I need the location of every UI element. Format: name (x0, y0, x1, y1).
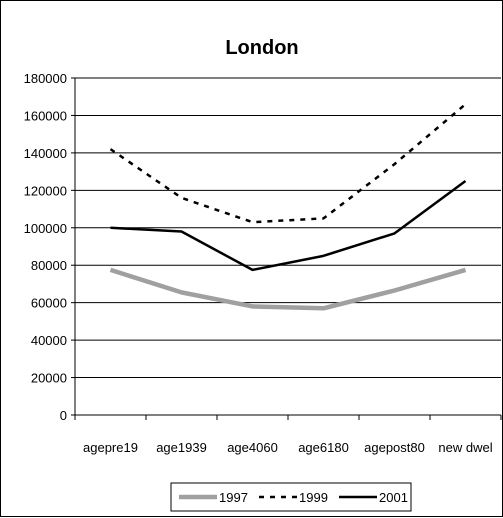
x-tick-label: age1939 (156, 440, 207, 455)
y-tick-label: 180000 (24, 71, 67, 86)
legend-label-2001: 2001 (379, 490, 408, 505)
y-tick-label: 20000 (31, 371, 67, 386)
y-tick-label: 40000 (31, 333, 67, 348)
y-tick-label: 60000 (31, 296, 67, 311)
x-tick-label: age4060 (227, 440, 278, 455)
axes (71, 77, 502, 420)
y-tick-label: 100000 (24, 221, 67, 236)
legend: 1997 1999 2001 (170, 482, 412, 512)
y-tick-label: 160000 (24, 108, 67, 123)
grid-lines (75, 77, 501, 379)
series-line-1999 (109, 103, 467, 224)
chart-title: London (225, 37, 298, 59)
y-tick-label: 0 (60, 408, 67, 423)
series-line-2001 (110, 179, 467, 272)
x-tick-label: age6180 (298, 440, 349, 455)
y-axis-tick-labels: 0 20000 40000 60000 80000 100000 120000 140000 1… (24, 71, 67, 423)
y-tick-label: 80000 (31, 258, 67, 273)
x-tick-label: agepre19 (83, 440, 138, 455)
y-tick-label: 140000 (24, 146, 67, 161)
y-tick-label: 120000 (24, 183, 67, 198)
legend-label-1997: 1997 (219, 490, 248, 505)
x-tick-label: agepost80 (364, 440, 425, 455)
series-lines (109, 103, 467, 311)
series-line-1997 (109, 267, 467, 311)
legend-label-1999: 1999 (299, 490, 328, 505)
x-axis-tick-labels: agepre19 age1939 age4060 age6180 agepost80 ne… (83, 440, 493, 455)
x-tick-label: new dwel (438, 440, 492, 455)
